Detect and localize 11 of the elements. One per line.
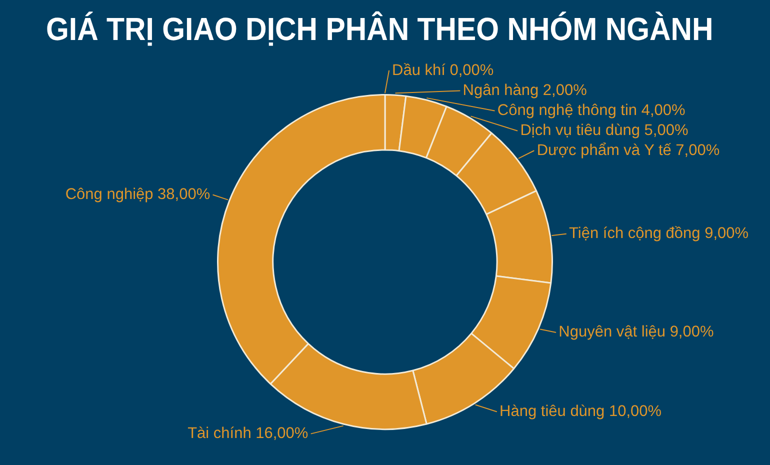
- slice-label: Ngân hàng 2,00%: [462, 82, 588, 100]
- category-label: Dầu khí 0,00%: [392, 62, 494, 80]
- slice-label: Tài chính 16,00%: [188, 424, 308, 442]
- chart-title: GIÁ TRỊ GIAO DỊCH PHÂN THEO NHÓM NGÀNH: [46, 10, 714, 49]
- slice-label: Công nghiệp 38,00%: [65, 186, 210, 204]
- slice-label: Công nghệ thông tin 4,00%: [497, 102, 686, 120]
- slice-label: Hàng tiêu dùng 10,00%: [500, 402, 662, 420]
- slice-label: Nguyên vật liệu 9,00%: [558, 324, 714, 341]
- slice-label: Dược phẩm và Y tế 7,00%: [536, 142, 720, 160]
- slice-label: Dịch vụ tiêu dùng 5,00%: [520, 122, 688, 140]
- slice-label: Tiện ích cộng đồng 9,00%: [569, 225, 749, 242]
